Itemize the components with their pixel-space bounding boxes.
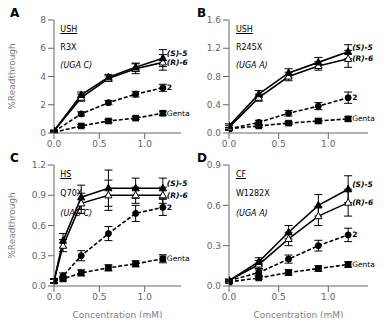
svg-text:0.0: 0.0 — [47, 139, 62, 149]
html-text:W1282X: W1282X — [235, 189, 270, 199]
html-text:C: C — [10, 151, 19, 165]
svg-text:(R)-6: (R)-6 — [167, 191, 188, 200]
svg-text:(R)-6: (R)-6 — [352, 198, 373, 207]
svg-text:2: 2 — [352, 93, 357, 102]
svg-text:1.2: 1.2 — [32, 160, 46, 170]
svg-text:Genta: Genta — [352, 114, 375, 123]
html-text:(UGA A): (UGA A) — [235, 208, 268, 218]
html-text:B: B — [197, 6, 207, 20]
svg-text:0.6: 0.6 — [207, 201, 222, 211]
html-text:R3X: R3X — [60, 42, 77, 52]
svg-text:2: 2 — [167, 83, 172, 92]
svg-text:2: 2 — [167, 203, 172, 212]
svg-text:0.0: 0.0 — [207, 281, 222, 291]
html-text:R245X: R245X — [235, 42, 263, 52]
svg-text:0.0: 0.0 — [32, 281, 47, 291]
svg-text:6: 6 — [40, 43, 46, 53]
svg-text:0.4: 0.4 — [207, 100, 222, 110]
svg-text:Concentration (mM): Concentration (mM) — [72, 310, 162, 318]
svg-text:Genta: Genta — [167, 254, 190, 263]
html-text:D: D — [197, 151, 207, 165]
svg-text:2: 2 — [352, 230, 357, 239]
svg-text:1.6: 1.6 — [207, 15, 222, 25]
svg-text:0.5: 0.5 — [271, 292, 285, 302]
svg-text:1.0: 1.0 — [138, 139, 153, 149]
svg-text:0.3: 0.3 — [32, 251, 46, 261]
svg-text:Genta: Genta — [167, 109, 190, 118]
svg-text:0.0: 0.0 — [207, 128, 222, 138]
svg-text:%Readthrough: %Readthrough — [8, 43, 17, 110]
svg-text:Genta: Genta — [352, 260, 375, 269]
svg-text:0.5: 0.5 — [92, 139, 106, 149]
svg-text:2: 2 — [40, 100, 46, 110]
svg-text:0.3: 0.3 — [207, 241, 221, 251]
html-text:A: A — [10, 6, 20, 20]
html-text:HS: HS — [60, 169, 72, 179]
svg-text:0.0: 0.0 — [222, 139, 237, 149]
svg-text:8: 8 — [40, 15, 46, 25]
html-text:(UAG C): (UAG C) — [60, 208, 93, 218]
svg-text:(S)-5: (S)-5 — [167, 179, 188, 188]
svg-text:0.5: 0.5 — [92, 292, 106, 302]
svg-text:(R)-6: (R)-6 — [167, 58, 188, 67]
html-text:USH: USH — [235, 24, 253, 34]
svg-text:%Readthrough: %Readthrough — [8, 192, 17, 259]
svg-text:1.0: 1.0 — [321, 139, 336, 149]
html-text:(UGA A): (UGA A) — [235, 60, 268, 70]
svg-text:(S)-5: (S)-5 — [352, 43, 373, 52]
html-text:CF: CF — [235, 169, 247, 179]
html-text:USH: USH — [60, 24, 78, 34]
svg-text:0.9: 0.9 — [207, 160, 222, 170]
svg-text:0.8: 0.8 — [207, 72, 222, 82]
svg-text:0.9: 0.9 — [32, 190, 47, 200]
html-text:Q70X: Q70X — [60, 189, 83, 199]
svg-text:1.0: 1.0 — [321, 292, 336, 302]
svg-text:0: 0 — [40, 128, 46, 138]
svg-text:0.0: 0.0 — [222, 292, 237, 302]
svg-text:1.0: 1.0 — [138, 292, 153, 302]
svg-text:4: 4 — [40, 72, 46, 82]
svg-text:1.2: 1.2 — [207, 43, 221, 53]
svg-text:0.5: 0.5 — [271, 139, 285, 149]
svg-text:(S)-5: (S)-5 — [167, 49, 188, 58]
svg-text:0.0: 0.0 — [47, 292, 62, 302]
svg-text:(R)-6: (R)-6 — [352, 54, 373, 63]
html-text:(UGA C): (UGA C) — [60, 60, 93, 70]
svg-text:(S)-5: (S)-5 — [352, 180, 373, 189]
svg-text:0.6: 0.6 — [32, 221, 47, 231]
svg-text:Concentration (mM): Concentration (mM) — [253, 310, 343, 318]
